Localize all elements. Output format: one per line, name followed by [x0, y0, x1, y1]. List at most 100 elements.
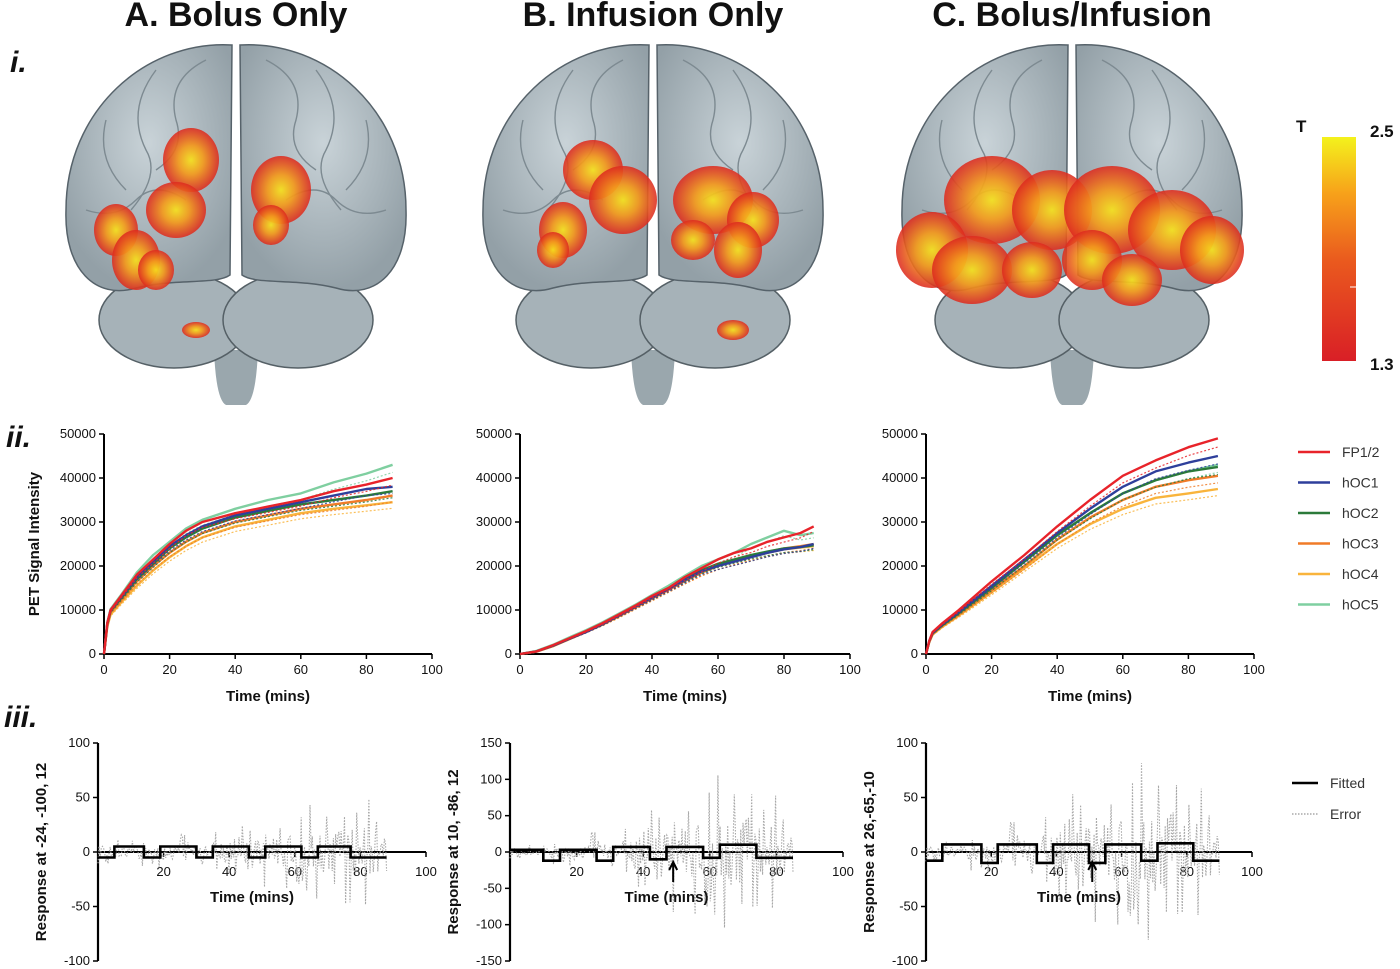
y-tick-label: 150 — [480, 735, 502, 750]
series-model-hOC2 — [103, 497, 393, 655]
y-tick-label: 30000 — [882, 514, 918, 529]
chart-B-ii: 0 10000 20000 30000 40000 50000 0 20 40 60 80 100 Ti… — [476, 426, 861, 705]
y-tick-label: 20000 — [60, 558, 96, 573]
y-tick-label: 20000 — [882, 558, 918, 573]
x-tick-label: 80 — [359, 662, 373, 677]
sulcus-line — [1151, 69, 1178, 211]
y-tick-label: 0 — [911, 646, 918, 661]
colorbar: T 2.5 1.3 — [1296, 117, 1394, 374]
series-model-hOC4 — [103, 507, 393, 655]
y-axis-label: Response at -24, -100, 12 — [33, 763, 50, 941]
legend-fit: Fitted Error — [1292, 775, 1365, 822]
series-model-FP1/2 — [925, 446, 1219, 655]
sulcus-line — [682, 59, 734, 171]
x-tick-label: 0 — [516, 662, 523, 677]
y-tick-label: 40000 — [882, 470, 918, 485]
x-tick-label: 60 — [711, 662, 725, 677]
series-model-hOC3 — [519, 547, 814, 655]
y-tick-label: 0 — [495, 844, 502, 859]
x-tick-label: 60 — [1116, 662, 1130, 677]
series-model-hOC3 — [925, 482, 1218, 655]
legend-label-fitted: Fitted — [1330, 775, 1365, 791]
x-tick-label: 20 — [156, 864, 170, 879]
error-trace — [97, 799, 388, 905]
x-tick-label: 100 — [839, 662, 861, 677]
activation-blob — [182, 322, 210, 338]
brain-b — [482, 44, 824, 405]
sulcus-line — [1101, 59, 1153, 171]
series-model-hOC4 — [925, 495, 1218, 655]
sulcus-line — [991, 59, 1043, 171]
x-tick-label: 100 — [1243, 662, 1265, 677]
y-tick-label: 0 — [911, 844, 918, 859]
x-tick-label: 100 — [832, 864, 854, 879]
y-tick-label: 40000 — [60, 470, 96, 485]
x-tick-label: 80 — [777, 662, 791, 677]
row-label-ii: ii. — [6, 421, 31, 454]
series-line-hOC1 — [519, 542, 814, 656]
y-tick-label: 100 — [68, 735, 90, 750]
legend-region-signals: FP1/2 hOC1 hOC2 hOC3 hOC4 hOC5 — [1298, 444, 1380, 613]
y-tick-label: 30000 — [60, 514, 96, 529]
sulcus-line — [1181, 119, 1206, 191]
y-tick-label: 100 — [896, 735, 918, 750]
y-tick-label: 0 — [505, 646, 512, 661]
series-model-hOC2 — [925, 473, 1218, 655]
legend-label-hOC1: hOC1 — [1342, 475, 1379, 491]
series-model-hOC5 — [925, 471, 1219, 655]
series-line-hOC3 — [519, 542, 814, 656]
sulcus-line — [519, 119, 544, 191]
x-tick-label: 100 — [1241, 864, 1263, 879]
x-tick-label: 40 — [645, 662, 659, 677]
y-tick-label: 50 — [904, 790, 918, 805]
y-tick-label: -50 — [71, 899, 90, 914]
x-tick-label: 0 — [922, 662, 929, 677]
y-tick-label: 100 — [480, 771, 502, 786]
fitted-trace — [926, 842, 1220, 865]
x-tick-label: 40 — [1050, 662, 1064, 677]
sulcus-line — [315, 69, 342, 211]
activation-blob — [1180, 216, 1244, 284]
chart-C-ii: 0 10000 20000 30000 40000 50000 0 20 40 60 80 100 Ti… — [882, 426, 1265, 705]
activation-blob — [163, 128, 219, 192]
brainstem — [1050, 350, 1094, 405]
colorbar-min: 1.3 — [1370, 355, 1394, 374]
x-axis-label: Time (mins) — [1048, 688, 1132, 705]
y-tick-label: 50000 — [60, 426, 96, 441]
brain-a — [65, 44, 407, 405]
panel-title-c: C. Bolus/Infusion — [932, 0, 1212, 34]
y-tick-label: 10000 — [60, 602, 96, 617]
y-tick-label: 10000 — [476, 602, 512, 617]
activation-blob — [1102, 254, 1162, 306]
y-axis-label: Response at 10, -86, 12 — [445, 769, 462, 934]
y-tick-label: -100 — [892, 953, 918, 968]
colorbar-gradient — [1322, 137, 1356, 361]
legend-label-hOC3: hOC3 — [1342, 536, 1379, 552]
series-model-hOC3 — [103, 501, 393, 655]
activation-blob — [146, 182, 206, 238]
y-tick-label: 50000 — [882, 426, 918, 441]
legend-label-hOC5: hOC5 — [1342, 597, 1379, 613]
chart-A-ii: 0 10000 20000 30000 40000 50000 0 20 40 60 80 100 Ti… — [26, 426, 443, 705]
fitted-trace — [98, 845, 387, 859]
x-tick-label: 60 — [294, 662, 308, 677]
series-line-FP1/2 — [519, 525, 815, 656]
x-tick-label: 100 — [415, 864, 437, 879]
series-model-hOC1 — [925, 463, 1219, 655]
activation-blob — [253, 205, 289, 245]
x-axis-label: Time (mins) — [625, 889, 709, 906]
x-tick-label: 0 — [100, 662, 107, 677]
series-model-hOC1 — [103, 492, 393, 655]
series-model-hOC1 — [519, 547, 814, 655]
legend-label-FP1/2: FP1/2 — [1342, 444, 1380, 460]
series-model-FP1/2 — [519, 530, 814, 655]
y-axis-label: PET Signal Intensity — [26, 471, 43, 616]
brain-c — [896, 44, 1244, 405]
sulcus-line — [130, 69, 157, 211]
activation-blob — [717, 320, 749, 340]
series-line-FP1/2 — [102, 476, 393, 655]
